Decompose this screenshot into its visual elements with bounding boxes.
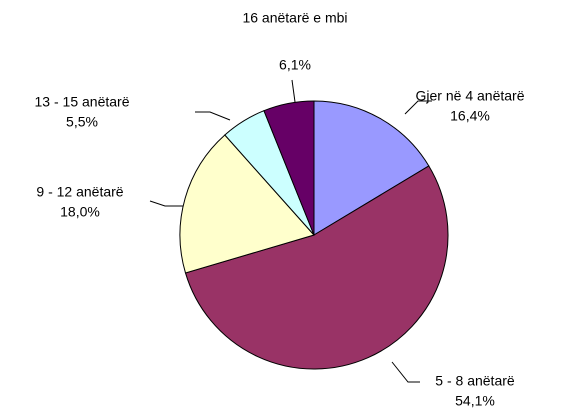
pie-slice [263, 100, 315, 236]
slice-value-label: 54,1% [455, 393, 495, 409]
leader-line [149, 200, 183, 207]
slice-value-label: 16,4% [450, 108, 490, 124]
slice-label: 16 anëtarë e mbi [242, 10, 347, 26]
leader-line [195, 111, 231, 121]
pie-slice [179, 134, 315, 274]
slice-label: Gjer në 4 anëtarë [416, 88, 525, 104]
slice-value-label: 6,1% [279, 57, 311, 73]
pie-slice [184, 165, 449, 370]
slice-label: 13 - 15 anëtarë [35, 94, 130, 110]
slice-label: 5 - 8 anëtarë [435, 373, 515, 389]
leader-line [291, 79, 296, 103]
slice-value-label: 18,0% [60, 204, 100, 220]
leader-line [404, 100, 432, 115]
leader-line [391, 361, 420, 383]
pie-slice [313, 100, 430, 236]
slice-value-label: 5,5% [66, 114, 98, 130]
slice-label: 9 - 12 anëtarë [36, 184, 123, 200]
